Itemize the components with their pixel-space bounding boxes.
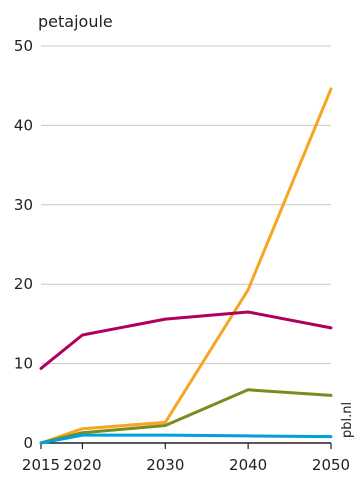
y-tick-label: 10 bbox=[14, 355, 33, 373]
series-line-2 bbox=[39, 310, 333, 370]
x-tick-label: 2050 bbox=[312, 456, 350, 474]
series-line-1 bbox=[39, 87, 333, 445]
y-tick-label: 20 bbox=[14, 275, 33, 293]
x-tick-label: 2015 bbox=[22, 456, 60, 474]
x-tick-label: 2040 bbox=[229, 456, 267, 474]
y-axis-unit-label: petajoule bbox=[38, 12, 113, 31]
y-tick-label: 30 bbox=[14, 196, 33, 214]
source-label: pbl.nl bbox=[340, 402, 354, 438]
x-tick-label: 2030 bbox=[146, 456, 184, 474]
y-axis-ticks: 0 10 20 30 40 50 bbox=[14, 37, 33, 452]
x-tick-label: 2020 bbox=[63, 456, 101, 474]
grid bbox=[41, 45, 331, 444]
series-lines bbox=[39, 87, 333, 445]
y-tick-label: 50 bbox=[14, 37, 33, 55]
y-tick-label: 0 bbox=[23, 434, 33, 452]
series-line-4 bbox=[39, 433, 333, 445]
y-tick-label: 40 bbox=[14, 116, 33, 134]
series-line-3 bbox=[39, 388, 333, 445]
x-axis-ticks: 2015 2020 2030 2040 2050 bbox=[22, 443, 350, 474]
